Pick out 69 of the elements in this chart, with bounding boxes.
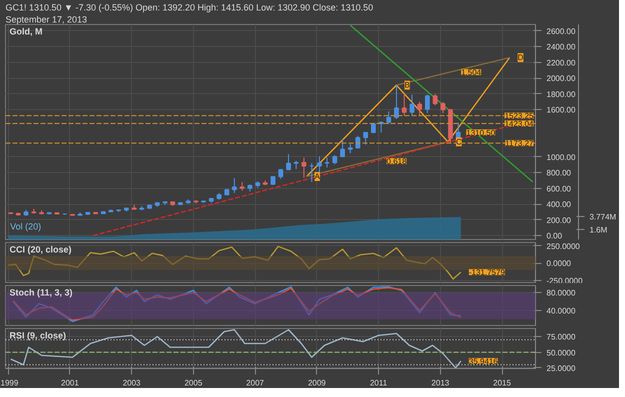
candlestick bbox=[394, 84, 399, 120]
y-tick-label: 2600.00 bbox=[546, 26, 576, 36]
candlestick bbox=[432, 93, 438, 106]
y-tick-label: 800.00 bbox=[546, 168, 572, 178]
candlestick bbox=[278, 168, 284, 180]
candlestick bbox=[440, 101, 446, 114]
candlestick bbox=[386, 110, 392, 124]
chart-title: RSI (9, close) bbox=[10, 330, 66, 340]
candlestick bbox=[363, 131, 368, 146]
candlestick bbox=[425, 94, 430, 114]
line-series bbox=[7, 246, 462, 280]
y-tick-label: 1000.00 bbox=[546, 152, 576, 162]
annotation: 1310.50 bbox=[466, 128, 496, 138]
ref-line-label: 1523.25 bbox=[504, 112, 534, 121]
candlestick bbox=[340, 138, 345, 158]
y-tick-label: 80.0000 bbox=[546, 288, 576, 298]
annotation: September 17, 2013 bbox=[6, 14, 88, 24]
chart-title: Gold, M bbox=[10, 26, 42, 36]
line-series bbox=[10, 329, 462, 368]
annotation: 35.9416 bbox=[468, 357, 498, 366]
annotation: D bbox=[518, 53, 524, 62]
y-tick-label: 0.00 bbox=[546, 232, 563, 241]
y-tick-label: 2400.00 bbox=[546, 42, 576, 52]
y-tick-label: 40.0000 bbox=[546, 306, 576, 316]
ref-line-label: 1173.27 bbox=[505, 139, 534, 148]
x-tick-label: 1999 bbox=[0, 378, 19, 388]
y-tick-label: 50.0000 bbox=[546, 348, 576, 358]
candlestick bbox=[417, 101, 422, 116]
candlestick bbox=[232, 178, 237, 194]
candlestick bbox=[410, 94, 414, 116]
y-tick-label: 600.00 bbox=[546, 184, 572, 194]
y-tick-label: 75.0000 bbox=[546, 332, 576, 342]
text: GC1! 1310.50 ▼ -7.30 (-0.55%) Open: 1392.20 High: 1415.60 Low: 1302.90 Close: 1310.50 bbox=[6, 2, 374, 12]
y-tick-label: 250.0000 bbox=[546, 242, 580, 251]
annotation: -131.7579 bbox=[468, 268, 506, 278]
y-tick-label: 2000.00 bbox=[546, 74, 576, 84]
series-label: Vol (20) bbox=[10, 221, 42, 232]
candlestick bbox=[286, 154, 291, 171]
x-tick-label: 2007 bbox=[246, 378, 265, 388]
y2-tick-label: 1.6M bbox=[590, 225, 608, 234]
candlestick bbox=[402, 93, 407, 116]
x-tick-label: 2005 bbox=[184, 378, 203, 388]
annotation: 0.618 bbox=[386, 157, 408, 166]
y-tick-label: 200.00 bbox=[546, 216, 572, 225]
y-tick-label: 1600.00 bbox=[546, 106, 576, 115]
y-tick-label: -250.0000 bbox=[546, 276, 584, 286]
y-tick-label: 1800.00 bbox=[546, 90, 576, 99]
candlestick bbox=[324, 157, 330, 168]
x-tick-label: 2013 bbox=[431, 378, 450, 388]
y-tick-label: 0.0000 bbox=[546, 259, 572, 268]
ref-line-label: 1423.04 bbox=[504, 119, 534, 128]
y-tick-label: 25.0000 bbox=[546, 364, 576, 373]
candlestick bbox=[317, 156, 322, 174]
x-tick-label: 2015 bbox=[493, 378, 512, 388]
x-tick-label: 2003 bbox=[122, 378, 142, 388]
candlestick bbox=[332, 154, 338, 165]
candlestick bbox=[302, 157, 306, 178]
y2-tick-label: 3.774M bbox=[590, 212, 617, 222]
x-tick-label: 2009 bbox=[308, 378, 326, 388]
annotation: 1.504 bbox=[461, 68, 482, 78]
chart-title: CCI (20, close) bbox=[10, 244, 72, 254]
annotation: A bbox=[314, 172, 321, 181]
annotation: B bbox=[404, 80, 410, 90]
annotation: C bbox=[456, 137, 462, 146]
x-tick-label: 2001 bbox=[61, 378, 80, 388]
x-tick-label: 2011 bbox=[370, 378, 388, 388]
y-tick-label: 2200.00 bbox=[546, 58, 576, 68]
y-tick-label: 400.00 bbox=[546, 200, 572, 210]
chart-title: Stoch (11, 3, 3) bbox=[10, 288, 73, 298]
